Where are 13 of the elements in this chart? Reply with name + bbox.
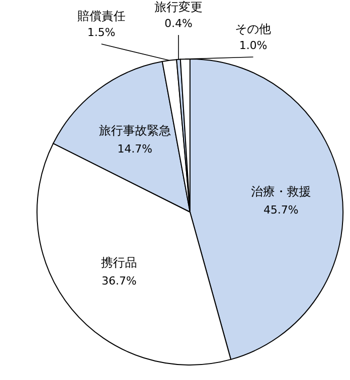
slice-label: 携行品 bbox=[101, 255, 138, 270]
slice-label: 賠償責任 bbox=[77, 9, 126, 23]
slice-label: その他 bbox=[235, 22, 272, 36]
slice-label: 治療・救援 bbox=[250, 184, 311, 199]
data-label: 45.7% bbox=[263, 204, 298, 217]
data-label: 1.0% bbox=[239, 39, 268, 52]
data-label: 36.7% bbox=[102, 274, 137, 288]
slice-label: 旅行事故緊急 bbox=[98, 124, 171, 138]
data-label: 0.4% bbox=[164, 17, 192, 30]
data-label: 14.7% bbox=[117, 142, 152, 156]
slice: 旅行事故緊急 14.7% bbox=[52, 61, 190, 212]
slice-label: 旅行変更 bbox=[154, 0, 202, 14]
data-label: 1.5% bbox=[87, 26, 116, 39]
